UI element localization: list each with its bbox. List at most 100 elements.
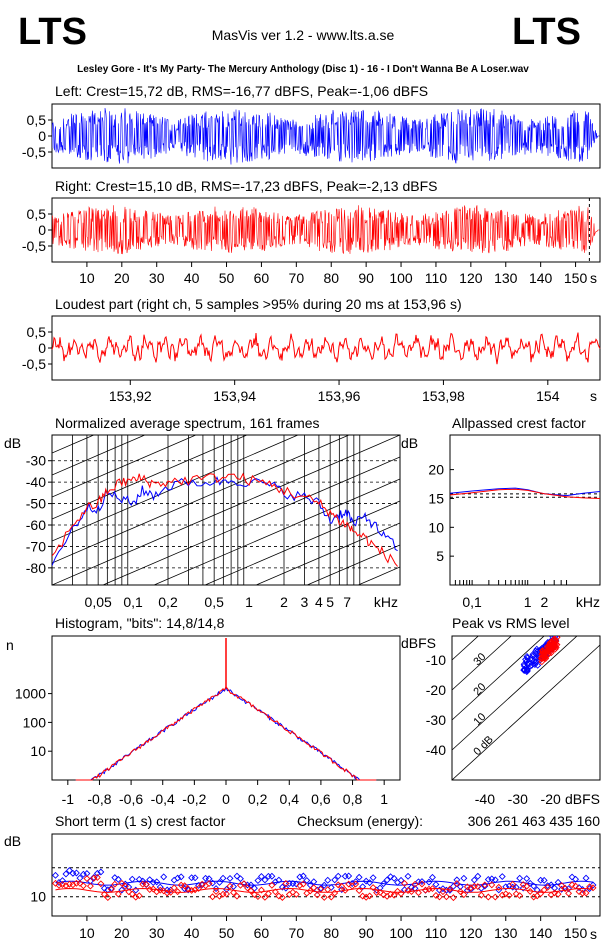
right-xtick-label: 10 bbox=[79, 270, 95, 286]
allpassed-frame bbox=[449, 434, 601, 586]
short-crest-point-red bbox=[446, 885, 454, 893]
short-crest-xtick-label: 60 bbox=[254, 925, 270, 941]
short-crest-point-red bbox=[292, 890, 300, 898]
spectrum-xtick-label: 5 bbox=[326, 594, 334, 610]
short-crest-point-red bbox=[296, 882, 304, 890]
short-crest-xtick-label: 10 bbox=[79, 925, 95, 941]
spectrum-blue-series bbox=[52, 476, 398, 566]
peak-rms-point-red bbox=[546, 639, 554, 647]
short-crest-point-blue bbox=[523, 875, 531, 883]
short-crest-point-red bbox=[306, 887, 314, 895]
right-ytick-label: -0,5 bbox=[22, 238, 46, 254]
short-crest-point-red bbox=[366, 892, 374, 900]
short-crest-point-blue bbox=[191, 874, 199, 882]
peak-rms-xtick-label: -20 bbox=[541, 791, 561, 807]
spectrum-slope-line bbox=[153, 478, 400, 585]
short-crest-ylabel: dB bbox=[4, 833, 21, 849]
short-crest-point-red bbox=[401, 879, 408, 887]
short-crest-point-blue bbox=[369, 874, 377, 882]
spectrum-ytick-label: -50 bbox=[26, 496, 46, 512]
histogram-xtick-label: 0,6 bbox=[311, 791, 331, 807]
left-ytick-label: -0,5 bbox=[22, 144, 46, 160]
right-xtick-label: 120 bbox=[459, 270, 483, 286]
allpassed-ytick-label: 20 bbox=[428, 462, 444, 478]
allpassed-xtick-label: 2 bbox=[541, 594, 549, 610]
short-crest-point-blue bbox=[282, 884, 290, 892]
right-xtick-label: 80 bbox=[323, 270, 339, 286]
short-crest-point-red bbox=[278, 894, 286, 901]
right-ytick-label: 0 bbox=[38, 222, 46, 238]
peak-rms-frame bbox=[451, 635, 601, 781]
short-crest-point-blue bbox=[397, 876, 405, 884]
short-crest-point-blue bbox=[453, 876, 461, 884]
checksum-label: Checksum (energy): bbox=[297, 813, 423, 829]
short-crest-xtick-label: 50 bbox=[219, 925, 235, 941]
short-crest-point-blue bbox=[223, 885, 230, 893]
right-xtick-label: 60 bbox=[254, 270, 270, 286]
peak-rms-point-red bbox=[552, 640, 560, 648]
short-crest-point-blue bbox=[383, 876, 391, 884]
short-crest-point-blue bbox=[177, 873, 185, 881]
spectrum-slope-line bbox=[52, 435, 146, 476]
short-crest-point-blue bbox=[432, 881, 440, 888]
histogram-ytick-label: 100 bbox=[23, 714, 47, 730]
short-crest-point-blue bbox=[446, 886, 454, 894]
spectrum-ytick-label: -60 bbox=[26, 517, 46, 533]
loudest-xunit: s bbox=[590, 388, 597, 404]
short-crest-point-blue bbox=[93, 869, 101, 877]
right-waveform bbox=[52, 205, 600, 255]
short-crest-point-red bbox=[233, 892, 241, 900]
spectrum-xunit: kHz bbox=[374, 594, 398, 610]
short-crest-point-red bbox=[432, 892, 440, 899]
short-crest-point-red bbox=[484, 893, 492, 901]
short-crest-point-blue bbox=[345, 872, 353, 880]
short-crest-point-red bbox=[317, 885, 325, 893]
short-crest-xtick-label: 20 bbox=[114, 925, 130, 941]
short-crest-point-red bbox=[565, 889, 573, 897]
allpassed-xunit: kHz bbox=[576, 594, 600, 610]
short-crest-point-blue bbox=[97, 868, 105, 876]
short-crest-point-red bbox=[107, 885, 115, 893]
short-crest-point-red bbox=[268, 881, 276, 889]
allpassed-title: Allpassed crest factor bbox=[452, 415, 586, 431]
short-crest-point-blue bbox=[292, 880, 300, 888]
peak-rms-point-blue bbox=[523, 660, 531, 668]
short-crest-point-red bbox=[264, 890, 272, 898]
short-crest-point-blue bbox=[355, 873, 363, 881]
spectrum-slope-line bbox=[52, 435, 400, 585]
short-crest-point-red bbox=[558, 882, 566, 890]
short-crest-point-red bbox=[209, 893, 217, 901]
short-crest-xtick-label: 120 bbox=[459, 925, 483, 941]
short-crest-point-blue bbox=[456, 883, 464, 891]
spectrum-xtick-label: 0,05 bbox=[85, 594, 112, 610]
short-crest-point-red bbox=[582, 889, 590, 897]
short-crest-point-red bbox=[449, 894, 457, 902]
histogram-ytick-label: 1000 bbox=[15, 686, 46, 702]
logo-right: LTS bbox=[512, 11, 581, 53]
loudest-ytick-label: 0 bbox=[38, 340, 46, 356]
short-crest-point-red bbox=[226, 882, 234, 890]
short-crest-point-red bbox=[341, 886, 349, 894]
spectrum-xtick-label: 1 bbox=[245, 594, 253, 610]
short-crest-point-red bbox=[505, 891, 513, 899]
short-crest-point-red bbox=[240, 880, 248, 888]
short-crest-point-blue bbox=[128, 875, 136, 883]
spectrum-xtick-label: 0,5 bbox=[204, 594, 224, 610]
peak-rms-point-blue bbox=[520, 662, 528, 670]
short-crest-xtick-label: 140 bbox=[529, 925, 553, 941]
histogram-xtick-label: 0 bbox=[222, 791, 230, 807]
short-crest-point-red bbox=[174, 888, 182, 896]
peak-rms-crest-label: 20 bbox=[471, 681, 488, 698]
short-crest-point-blue bbox=[425, 878, 433, 886]
short-crest-point-blue bbox=[114, 875, 122, 883]
left-ytick-label: 0 bbox=[38, 128, 46, 144]
allpassed-ytick-label: 15 bbox=[428, 490, 444, 506]
short-crest-point-red bbox=[212, 887, 220, 895]
histogram-title: Histogram, "bits": 14,8/14,8 bbox=[55, 615, 225, 631]
right-xtick-label: 100 bbox=[389, 270, 413, 286]
spectrum-xtick-label: 2 bbox=[280, 594, 288, 610]
right-xtick-label: 110 bbox=[425, 270, 448, 286]
spectrum-slope-line bbox=[52, 435, 350, 564]
